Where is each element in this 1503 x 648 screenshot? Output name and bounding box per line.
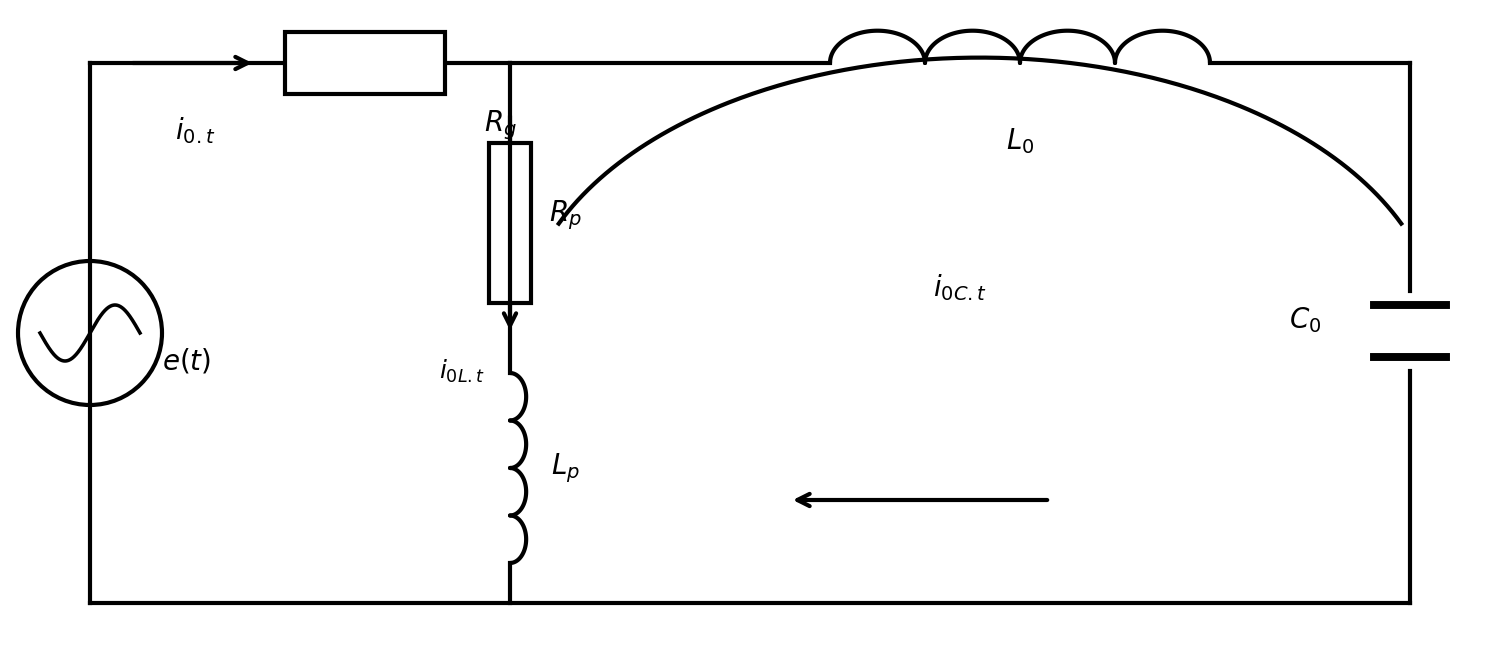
Text: $L_0$: $L_0$: [1006, 126, 1034, 156]
Text: $C_0$: $C_0$: [1290, 306, 1321, 336]
Text: $L_p$: $L_p$: [550, 451, 580, 485]
Text: $R_p$: $R_p$: [549, 198, 582, 232]
Text: $i_{0.t}$: $i_{0.t}$: [174, 115, 215, 146]
Bar: [286, 32, 445, 94]
Text: $e(t)$: $e(t)$: [162, 347, 212, 375]
Text: $i_{0L.t}$: $i_{0L.t}$: [439, 358, 485, 385]
Bar: [488, 143, 531, 303]
Text: $R_g$: $R_g$: [484, 108, 517, 142]
Text: $i_{0C.t}$: $i_{0C.t}$: [933, 273, 987, 303]
